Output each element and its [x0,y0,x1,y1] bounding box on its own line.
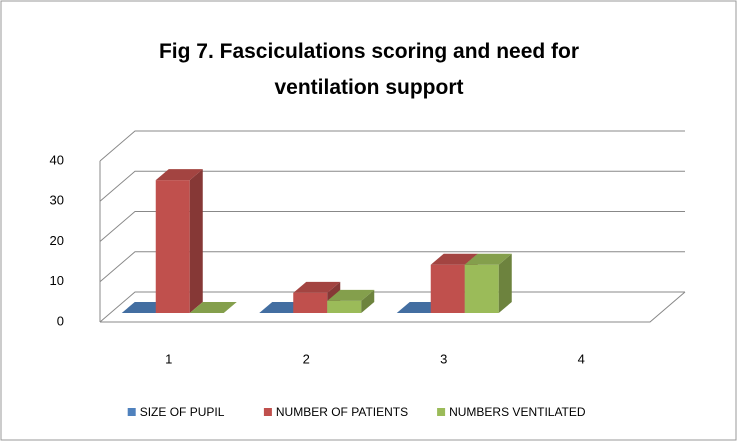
bar-face [155,180,190,313]
y-tick-label: 30 [50,193,64,208]
grid-line [99,211,685,242]
bar-face [293,292,328,313]
bar [155,169,203,313]
grid-line [99,130,685,162]
grid-line [99,251,685,283]
bar-face [361,289,375,313]
bar-face [430,264,465,313]
bar [189,302,237,313]
floor [100,291,686,323]
chart-title: Fig 7. Fasciculations scoring and need f… [158,40,580,99]
legend-label: SIZE OF PUPIL [140,405,225,419]
legend-label: NUMBERS VENTILATED [449,405,586,419]
bar-face [327,289,375,301]
bar-face [498,253,512,313]
x-tick-label: 3 [440,351,447,366]
legend-label: NUMBER OF PATIENTS [276,405,408,419]
x-tick-label: 4 [578,351,585,366]
bar-face [293,281,341,293]
y-tick-label: 0 [57,313,64,328]
y-tick-label: 20 [50,233,64,248]
bar-face [464,264,499,313]
bar [293,281,341,313]
x-tick-label: 2 [303,351,310,366]
bar-face [464,253,512,265]
legend-swatch [127,408,136,416]
y-tick-label: 40 [50,152,64,167]
bar-face [327,300,362,313]
legend-swatch [437,408,446,416]
bar-face [430,253,478,265]
bar-face [155,169,203,181]
y-tick-label: 10 [50,273,64,288]
bar [327,289,375,313]
bar-face [189,169,203,313]
x-tick-label: 1 [165,351,172,366]
grid-line [99,170,685,202]
bar [464,253,512,313]
legend-swatch [263,408,272,416]
bar-face [189,302,237,313]
